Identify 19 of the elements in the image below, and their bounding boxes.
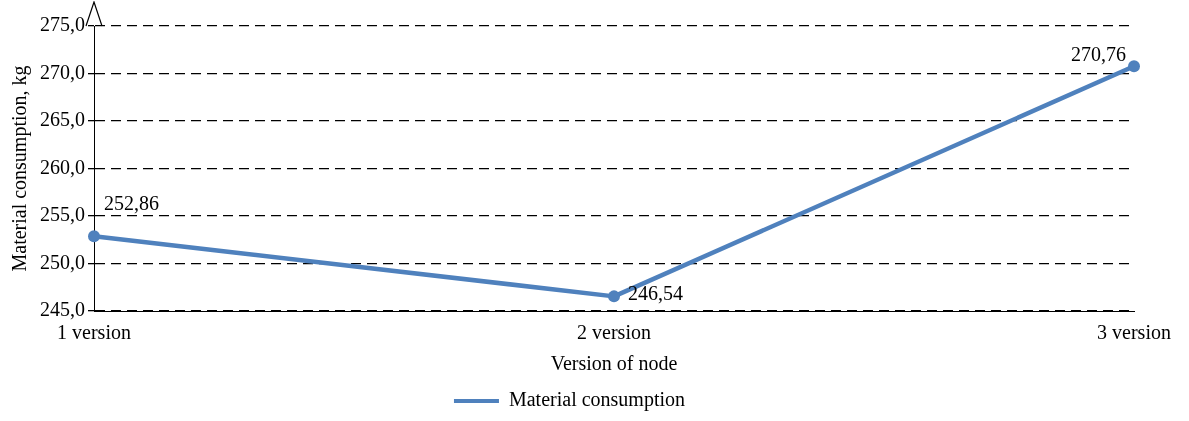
y-tick-label: 265,0	[40, 108, 85, 131]
y-tick-label: 245,0	[40, 298, 85, 321]
x-tick-label: 1 version	[57, 321, 131, 344]
y-tick-label: 255,0	[40, 203, 85, 226]
y-tick-label: 260,0	[40, 155, 85, 178]
y-tick-label: 270,0	[40, 60, 85, 83]
point	[88, 230, 100, 243]
data-label: 252,86	[104, 191, 159, 214]
legend-label: Material consumption	[508, 388, 686, 412]
y-tick-label: 275,0	[40, 13, 85, 36]
y-tick-label: 250,0	[40, 250, 85, 273]
x-tick-label: 3 version	[1097, 321, 1171, 344]
data-label: 246,54	[628, 281, 683, 304]
data-label: 270,76	[1071, 42, 1126, 65]
x-axis-title: Version of node	[550, 352, 678, 375]
point	[1128, 60, 1140, 73]
point	[608, 290, 620, 303]
x-tick-label: 2 version	[577, 321, 651, 344]
y-axis-title: Material consumption, kg	[8, 65, 32, 272]
